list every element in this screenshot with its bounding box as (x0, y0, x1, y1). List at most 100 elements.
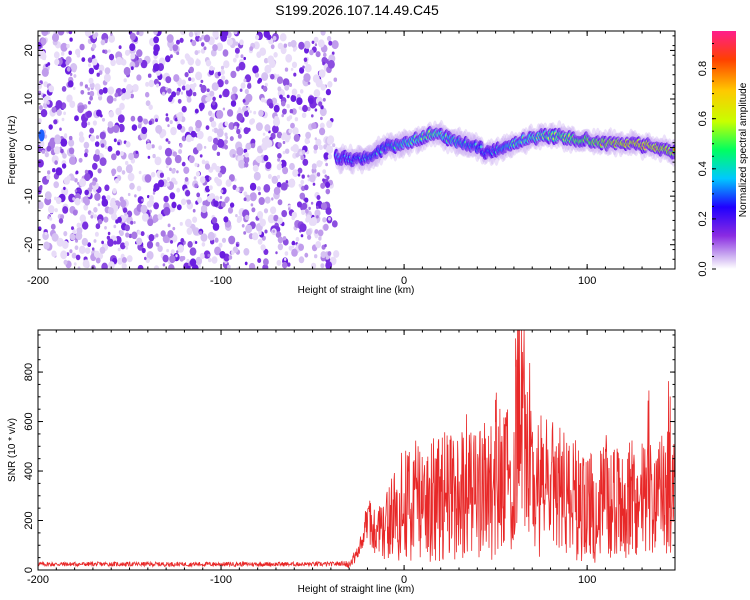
heatmap-noise-cell (252, 164, 259, 172)
heatmap-noise-cell (301, 202, 308, 210)
heatmap-noise-cell (63, 177, 70, 185)
heatmap-noise-cell (48, 124, 53, 130)
heatmap-noise-cell (153, 49, 159, 56)
heatmap-noise-cell (85, 247, 91, 254)
heatmap-noise-cell (252, 232, 259, 241)
heatmap-noise-cell (326, 175, 330, 180)
heatmap-noise-cell (239, 127, 242, 131)
heatmap-noise-cell (165, 138, 169, 142)
heatmap-noise-cell (93, 207, 98, 213)
heatmap-noise-cell (244, 162, 249, 168)
heatmap-noise-cell (277, 243, 284, 251)
heatmap-noise-cell (198, 37, 202, 42)
heatmap-noise-cell (129, 43, 136, 51)
heatmap-noise-cell (81, 120, 88, 129)
heatmap-noise-cell (108, 111, 115, 118)
heatmap-noise-cell (277, 199, 283, 206)
heatmap-noise-cell (170, 126, 177, 136)
heatmap-noise-cell (177, 115, 183, 122)
heatmap-noise-cell (164, 147, 173, 157)
heatmap-noise-cell (148, 195, 154, 202)
heatmap-noise-cell (188, 126, 194, 133)
colorbar-tick-label: 0.4 (697, 161, 709, 176)
heatmap-noise-cell (99, 246, 106, 254)
heatmap-noise-cell (284, 67, 289, 72)
heatmap-noise-cell (233, 31, 238, 35)
heatmap-noise-cell (72, 209, 78, 216)
heatmap-noise-cell (253, 110, 257, 115)
heatmap-noise-cell (153, 36, 160, 44)
heatmap-noise-cell (38, 159, 44, 168)
heatmap-noise-cell (273, 214, 279, 222)
heatmap-noise-cell (127, 192, 131, 197)
heatmap-noise-cell (69, 100, 76, 109)
heatmap-noise-cell (185, 84, 191, 91)
heatmap-noise-cell (140, 204, 148, 214)
heatmap-noise-cell (243, 231, 247, 235)
heatmap-noise-cell (137, 124, 142, 129)
heatmap-noise-cell (155, 241, 160, 247)
heatmap-noise-cell (174, 117, 178, 122)
heatmap-noise-cell (185, 189, 191, 197)
heatmap-noise-cell (312, 74, 320, 83)
heatmap-noise-cell (264, 99, 268, 104)
heatmap-noise-cell (189, 247, 197, 256)
heatmap-noise-cell (232, 184, 237, 190)
heatmap-noise-cell (188, 155, 195, 164)
heatmap-noise-cell (179, 37, 184, 43)
heatmap-noise-cell (176, 170, 179, 174)
heatmap-noise-cell (138, 170, 142, 175)
heatmap-noise-cell (200, 42, 205, 47)
heatmap-noise-cell (87, 87, 90, 91)
heatmap-noise-cell (162, 254, 169, 263)
heatmap-noise-cell (121, 59, 127, 66)
heatmap-noise-cell (154, 156, 162, 166)
heatmap-noise-cell (147, 195, 150, 199)
heatmap-noise-cell (93, 153, 100, 162)
heatmap-noise-cell (258, 109, 264, 117)
heatmap-noise-cell (150, 171, 156, 178)
heatmap-noise-cell (141, 247, 146, 254)
heatmap-noise-cell (57, 31, 65, 36)
heatmap-noise-cell (285, 180, 289, 184)
heatmap-noise-cell (195, 71, 203, 81)
heatmap-noise-cell (277, 142, 282, 148)
heatmap-noise-cell (81, 57, 86, 62)
heatmap-noise-cell (300, 179, 305, 185)
heatmap-noise-cell (261, 72, 269, 81)
heatmap-noise-cell (282, 261, 288, 269)
heatmap-noise-cell (207, 195, 213, 202)
heatmap-noise-cell (153, 183, 160, 191)
heatmap-noise-cell (228, 122, 235, 130)
heatmap-noise-cell (38, 105, 43, 111)
heatmap-noise-cell (271, 97, 278, 106)
heatmap-noise-cell (106, 235, 111, 240)
heatmap-noise-cell (263, 248, 269, 255)
heatmap-noise-cell (115, 150, 121, 156)
heatmap-noise-cell (94, 231, 99, 237)
heatmap-noise-cell (293, 72, 297, 77)
heatmap-noise-cell (148, 79, 155, 88)
heatmap-noise-cell (124, 224, 130, 232)
heatmap-noise-cell (126, 255, 133, 263)
heatmap-noise-cell (119, 151, 124, 156)
heatmap-noise-cell (61, 117, 65, 122)
heatmap-noise-cell (74, 189, 78, 193)
heatmap-noise-cell (172, 226, 176, 231)
heatmap-noise-cell (323, 152, 330, 160)
heatmap-noise-cell (192, 208, 196, 213)
heatmap-noise-cell (303, 57, 308, 63)
heatmap-noise-cell (112, 188, 117, 194)
heatmap-noise-cell (166, 34, 174, 43)
heatmap-noise-cell (91, 58, 98, 66)
heatmap-noise-cell (49, 217, 53, 221)
heatmap-noise-cell (80, 90, 85, 95)
heatmap-noise-cell (263, 184, 271, 193)
heatmap-noise-cell (308, 206, 311, 210)
heatmap-noise-cell (46, 145, 52, 152)
heatmap-noise-cell (200, 79, 204, 84)
heatmap-noise-cell (84, 173, 91, 182)
heatmap-noise-cell (68, 31, 73, 35)
heatmap-noise-cell (318, 69, 326, 78)
heatmap-noise-cell (291, 211, 297, 219)
